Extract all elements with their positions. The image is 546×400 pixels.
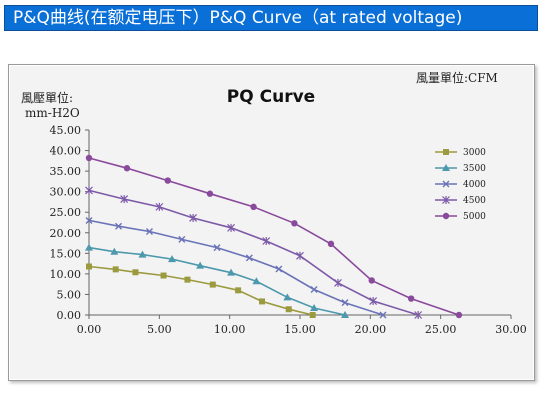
data-point-4500 bbox=[227, 223, 235, 232]
y-tick-label: 15.00 bbox=[50, 247, 82, 260]
data-point-4000 bbox=[275, 265, 283, 273]
x-tick-label: 30.00 bbox=[495, 323, 527, 336]
x-tick-label: 0.00 bbox=[77, 323, 102, 336]
data-point-3000 bbox=[235, 287, 242, 294]
series-line-4500 bbox=[88, 189, 419, 316]
data-point-5000 bbox=[291, 220, 298, 227]
legend-marker-5000 bbox=[442, 212, 450, 220]
y-tick-label: 40.00 bbox=[50, 145, 82, 158]
series-line-3000 bbox=[88, 265, 313, 316]
data-point-3000 bbox=[285, 306, 292, 313]
data-point-3500 bbox=[227, 268, 236, 276]
data-point-4000 bbox=[213, 244, 221, 252]
y-tick-label: 10.00 bbox=[50, 268, 82, 281]
data-point-4500 bbox=[334, 278, 342, 287]
chart-panel: 風量單位:CFM PQ Curve 風壓單位: mm-H2O 0.00 5.00 1… bbox=[8, 64, 535, 381]
data-point-4500 bbox=[296, 251, 304, 260]
data-point-4000 bbox=[310, 286, 318, 294]
data-point-3000 bbox=[209, 281, 216, 288]
data-point-5000 bbox=[206, 190, 214, 197]
y-tick-label: 20.00 bbox=[50, 227, 82, 240]
data-point-4000 bbox=[341, 299, 349, 307]
legend-marker-3000 bbox=[443, 149, 449, 155]
data-point-4500 bbox=[189, 213, 198, 222]
x-tick-label: 25.00 bbox=[425, 323, 457, 336]
page-banner: P&Q曲线(在额定电压下）P&Q Curve（at rated voltage) bbox=[4, 5, 538, 31]
data-point-4500 bbox=[414, 311, 423, 319]
data-point-4000 bbox=[178, 235, 186, 243]
data-point-3000 bbox=[309, 312, 316, 318]
data-point-5000 bbox=[123, 165, 131, 172]
data-point-3500 bbox=[283, 293, 292, 301]
y-tick-label: 5.00 bbox=[57, 288, 82, 301]
data-point-4000 bbox=[85, 216, 93, 224]
data-point-3500 bbox=[341, 311, 350, 318]
data-point-4000 bbox=[145, 228, 153, 236]
y-tick-label: 35.00 bbox=[50, 165, 82, 178]
series-line-4000 bbox=[88, 219, 384, 316]
data-point-5000 bbox=[164, 177, 171, 184]
data-point-3500 bbox=[110, 247, 119, 255]
data-point-5000 bbox=[250, 203, 257, 211]
data-point-4000 bbox=[379, 311, 387, 319]
x-tick-label: 20.00 bbox=[355, 323, 387, 336]
data-point-5000 bbox=[327, 240, 335, 248]
data-point-3000 bbox=[259, 298, 266, 305]
data-point-5000 bbox=[368, 277, 375, 284]
y-tick-label: 45.00 bbox=[50, 124, 82, 137]
legend-label-3500: 3500 bbox=[463, 164, 486, 174]
data-point-3500 bbox=[310, 304, 319, 312]
data-point-3000 bbox=[132, 269, 139, 276]
data-point-4500 bbox=[155, 202, 164, 211]
series-line-5000 bbox=[88, 157, 460, 316]
data-point-4000 bbox=[115, 222, 123, 230]
data-point-4000 bbox=[245, 254, 253, 262]
data-point-4500 bbox=[120, 195, 129, 204]
flow-unit-note: 風量單位:CFM bbox=[416, 70, 498, 85]
y-tick-label: 25.00 bbox=[50, 206, 82, 219]
data-point-5000 bbox=[85, 154, 93, 162]
banner-title: P&Q曲线(在额定电压下）P&Q Curve（at rated voltage) bbox=[13, 8, 463, 28]
data-point-3500 bbox=[138, 250, 147, 258]
legend-marker-4000 bbox=[442, 180, 450, 188]
x-tick-label: 15.00 bbox=[284, 323, 316, 336]
y-axis-label-line2: mm-H2O bbox=[25, 106, 80, 120]
legend-label-3000: 3000 bbox=[463, 148, 486, 158]
legend-label-4500: 4500 bbox=[463, 196, 486, 206]
legend-marker-3500 bbox=[442, 164, 450, 171]
data-point-3000 bbox=[184, 276, 191, 283]
y-axis-label-line1: 風壓單位: bbox=[21, 90, 73, 105]
data-point-5000 bbox=[455, 311, 463, 319]
data-point-3000 bbox=[86, 263, 92, 270]
data-point-3500 bbox=[252, 277, 261, 285]
legend-marker-4500 bbox=[442, 196, 450, 204]
data-point-3000 bbox=[112, 266, 119, 273]
x-tick-label: 5.00 bbox=[147, 323, 172, 336]
y-tick-label: 0.00 bbox=[57, 309, 82, 322]
series-line-3500 bbox=[88, 246, 346, 316]
x-tick-label: 10.00 bbox=[214, 323, 246, 336]
legend-label-5000: 5000 bbox=[463, 212, 486, 222]
data-point-3500 bbox=[196, 261, 205, 269]
data-point-4500 bbox=[369, 297, 378, 306]
data-point-4500 bbox=[262, 237, 271, 245]
data-point-4500 bbox=[85, 186, 93, 195]
data-point-3500 bbox=[167, 255, 176, 263]
chart-title: PQ Curve bbox=[227, 87, 315, 107]
pq-chart: 風量單位:CFM PQ Curve 風壓單位: mm-H2O 0.00 5.00 1… bbox=[21, 70, 527, 336]
data-point-3500 bbox=[85, 243, 93, 251]
data-point-5000 bbox=[407, 295, 415, 302]
y-tick-label: 30.00 bbox=[50, 186, 82, 199]
legend-label-4000: 4000 bbox=[463, 180, 486, 190]
data-point-3000 bbox=[160, 272, 167, 279]
